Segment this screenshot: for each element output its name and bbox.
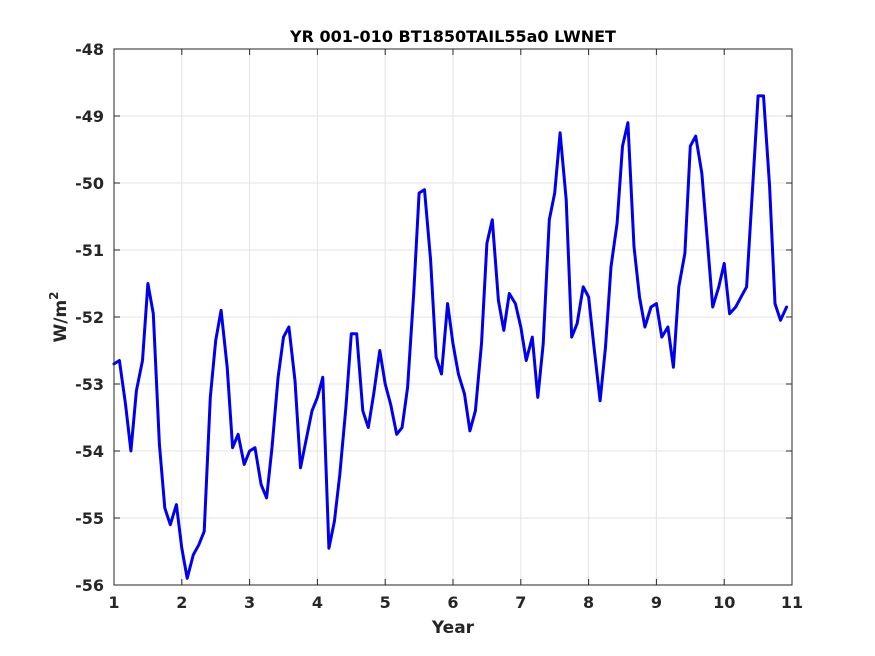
x-tick-label: 2 <box>176 593 187 612</box>
y-axis-label: W/m2 <box>47 291 71 342</box>
y-axis-label-superscript: 2 <box>47 291 61 299</box>
series-line <box>112 94 789 580</box>
y-tick-label: -52 <box>75 308 104 327</box>
y-tick-label: -49 <box>75 107 104 126</box>
x-tick-label: 11 <box>781 593 803 612</box>
x-axis-label: Year <box>431 618 475 638</box>
y-axis-label-base: W/m <box>51 300 71 343</box>
y-tick-label: -56 <box>75 576 104 595</box>
y-tick-labels: -56 -55 -54 -53 -52 -51 -50 -49 -48 <box>75 40 104 595</box>
axis-ticks <box>113 48 793 586</box>
x-tick-label: 7 <box>515 593 526 612</box>
y-tick-label: -50 <box>75 174 104 193</box>
chart-title: YR 001-010 BT1850TAIL55a0 LWNET <box>289 27 616 46</box>
data-series <box>112 94 789 580</box>
y-tick-label: -53 <box>75 375 104 394</box>
y-tick-label: -48 <box>75 40 104 59</box>
x-tick-label: 4 <box>312 593 323 612</box>
y-tick-label: -51 <box>75 241 104 260</box>
y-tick-label: -55 <box>75 509 104 528</box>
x-tick-labels: 1 2 3 4 5 6 7 8 9 10 11 <box>108 593 803 612</box>
x-tick-label: 3 <box>244 593 255 612</box>
x-tick-label: 6 <box>447 593 458 612</box>
x-tick-label: 1 <box>108 593 119 612</box>
x-tick-label: 9 <box>651 593 662 612</box>
x-tick-label: 8 <box>583 593 594 612</box>
x-tick-label: 10 <box>713 593 735 612</box>
y-tick-label: -54 <box>75 442 104 461</box>
x-tick-label: 5 <box>380 593 391 612</box>
